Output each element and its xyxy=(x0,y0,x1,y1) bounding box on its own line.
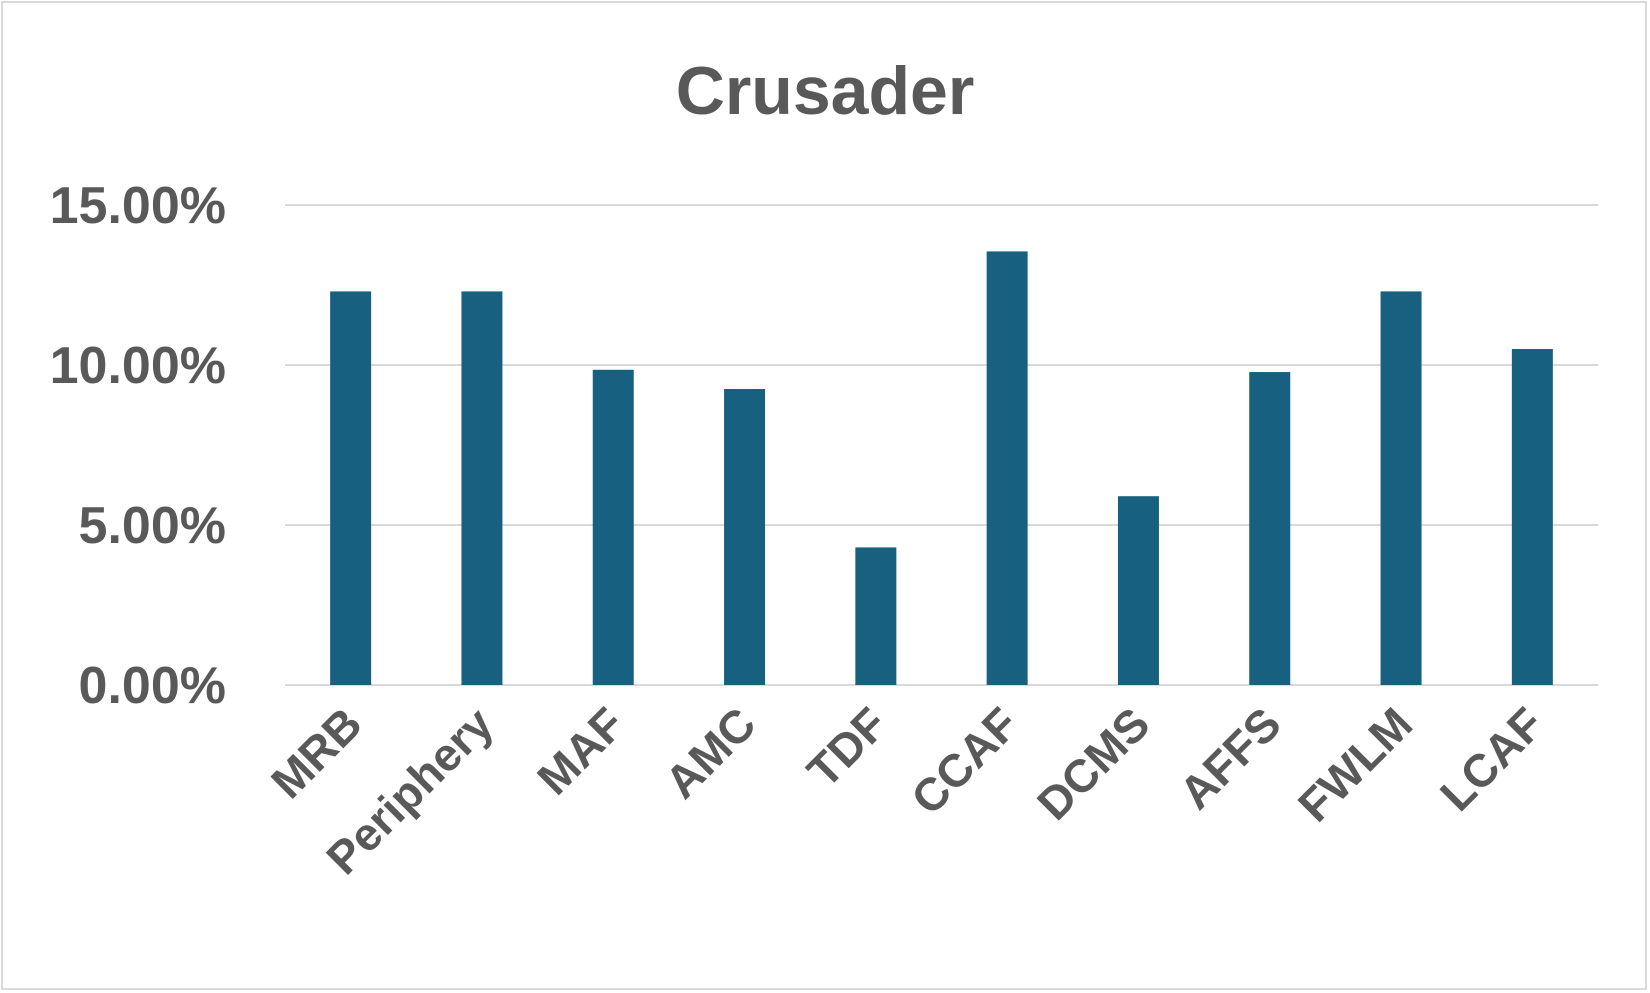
bar-tdf xyxy=(855,547,897,685)
x-tick-label: MAF xyxy=(527,697,634,804)
bar-lcaf xyxy=(1511,349,1553,685)
chart-title: Crusader xyxy=(676,53,975,129)
bar-dcms xyxy=(1117,496,1159,685)
y-tick-label: 15.00% xyxy=(50,177,226,235)
x-tick-label: TDF xyxy=(797,697,897,797)
gridlines xyxy=(285,204,1598,686)
y-tick-label: 10.00% xyxy=(50,337,226,395)
x-tick-label: LCAF xyxy=(1430,697,1553,820)
x-tick-label: AFFS xyxy=(1169,697,1291,819)
bar-maf xyxy=(592,369,634,685)
x-tick-label: FWLM xyxy=(1288,697,1422,831)
y-tick-label: 5.00% xyxy=(79,497,226,555)
x-tick-label: DCMS xyxy=(1027,697,1160,830)
bar-mrb xyxy=(330,291,372,685)
x-tick-label: CCAF xyxy=(901,697,1028,824)
x-tick-label: AMC xyxy=(655,697,766,808)
y-axis-ticks: 0.00% 5.00% 10.00% 15.00% xyxy=(50,177,226,715)
y-tick-label: 0.00% xyxy=(79,657,226,715)
bar-periphery xyxy=(461,291,503,685)
bar-affs xyxy=(1249,372,1291,685)
bars xyxy=(330,251,1553,685)
bar-amc xyxy=(724,389,766,685)
x-tick-label: MRB xyxy=(261,697,372,808)
bar-ccaf xyxy=(986,251,1028,685)
bar-fwlm xyxy=(1380,291,1422,685)
